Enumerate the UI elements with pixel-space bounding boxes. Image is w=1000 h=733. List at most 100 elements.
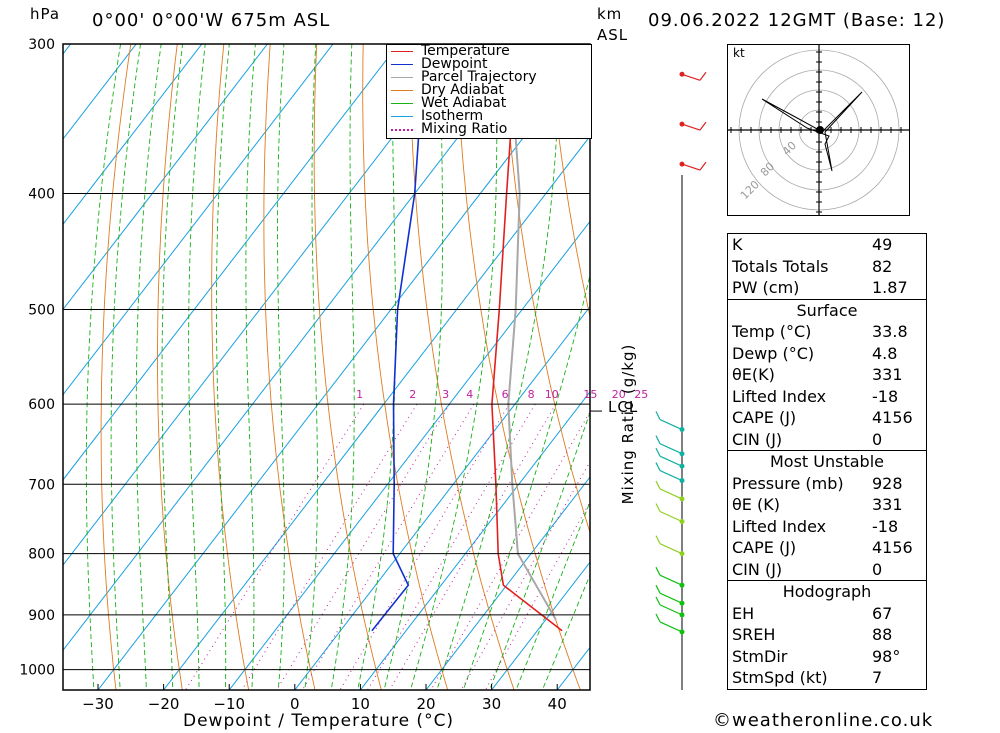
surface-value-1: 4.8	[872, 343, 898, 363]
pressure-tick-label: 800	[28, 547, 55, 563]
pressure-tick-label: 700	[28, 477, 55, 493]
wind-barb-flag	[655, 480, 661, 490]
isotherm-line	[63, 44, 203, 226]
x-tick-label: −30	[82, 695, 114, 713]
dry-adiabat-line	[985, 0, 1000, 700]
wind-barb	[659, 510, 683, 523]
legend-item: Isotherm	[387, 108, 591, 124]
k-index-label: K	[732, 235, 743, 255]
x-axis-label: Dewpoint / Temperature (°C)	[183, 711, 455, 731]
legend-label: Dry Adiabat	[421, 82, 504, 98]
isotherm-line	[490, 561, 590, 690]
mixing-ratio-axis-label: Mixing Ratio (g/kg)	[619, 343, 637, 505]
dry-adiabat-line	[409, 44, 515, 690]
wet-adiabat-line	[489, 411, 590, 690]
wind-barb-flag	[699, 121, 707, 131]
mixing-ratio-label: 3	[442, 388, 449, 401]
isotherm-line	[425, 476, 590, 690]
legend-swatch	[391, 64, 413, 65]
mixing-ratio-label: 20	[612, 388, 626, 401]
legend-label: Isotherm	[421, 108, 484, 124]
temperature-line	[491, 44, 563, 632]
surface-value-2: 331	[872, 365, 903, 385]
most-unstable-label-4: CIN (J)	[732, 559, 783, 579]
most-unstable-value-3: 4156	[872, 538, 913, 558]
surface-label-2: θE(K)	[732, 365, 775, 385]
isotherm-line	[294, 305, 590, 690]
wet-adiabat-line	[188, 44, 206, 690]
wet-adiabat-line	[410, 44, 498, 690]
wind-barb-flag	[655, 535, 661, 544]
pressure-tick-label: 600	[28, 397, 55, 413]
wind-barb-flag	[655, 447, 661, 457]
wind-barb-flag	[655, 411, 661, 420]
x-tick-label: 40	[548, 695, 567, 713]
totals-totals-label: Totals Totals	[732, 256, 829, 276]
wet-adiabat-line	[277, 44, 285, 690]
dry-adiabat-line	[313, 44, 382, 690]
most-unstable-value-0: 928	[872, 473, 903, 493]
hodograph-trace	[761, 91, 863, 172]
wet-adiabat-line	[357, 44, 396, 690]
pw-value: 1.87	[872, 278, 908, 298]
most-unstable-value-2: -18	[872, 516, 899, 536]
surface-section-title: Surface	[727, 298, 927, 321]
indices-table: K 49 Totals Totals 82 PW (cm) 1.87 Surface …	[727, 233, 927, 690]
hodograph-value-1: 88	[872, 625, 893, 645]
isotherm-line	[63, 44, 137, 140]
pressure-tick-label: 400	[28, 186, 55, 202]
mixing-ratio-line	[430, 410, 590, 690]
wet-adiabat-line	[462, 273, 590, 690]
dewpoint-line	[371, 44, 426, 632]
x-tick-label: 10	[351, 695, 370, 713]
mixing-ratio-line	[339, 403, 510, 690]
legend-swatch	[391, 77, 413, 78]
legend-swatch	[391, 116, 413, 117]
legend-swatch	[391, 128, 413, 131]
pw-label: PW (cm)	[732, 278, 800, 298]
mixing-ratio-label: 4	[466, 388, 473, 401]
surface-label-3: Lifted Index	[732, 386, 827, 406]
mixing-ratio-line	[276, 403, 451, 690]
hodograph-section-title: Hodograph	[727, 580, 927, 603]
wind-barb-flag	[655, 462, 661, 471]
hodograph-value-0: 67	[872, 603, 893, 623]
most-unstable-label-2: Lifted Index	[732, 516, 827, 536]
wind-barb	[659, 592, 683, 604]
pressure-tick-label: 900	[28, 608, 55, 624]
most-unstable-label-3: CAPE (J)	[732, 538, 797, 558]
mixing-ratio-label: 8	[528, 388, 535, 401]
legend-item: Temperature	[387, 44, 591, 58]
dry-adiabat-line	[502, 44, 590, 535]
wind-barb-flag	[655, 613, 661, 623]
plot-frame	[62, 43, 591, 691]
dry-adiabat-line	[941, 0, 1000, 700]
surface-value-3: -18	[872, 386, 899, 406]
x-tick-label: −20	[148, 695, 180, 713]
wet-adiabat-line	[161, 44, 184, 690]
isotherm-line	[162, 135, 590, 690]
legend-item: Wet Adiabat	[387, 96, 591, 110]
wet-adiabat-line	[135, 44, 162, 690]
legend-item: Parcel Trajectory	[387, 70, 591, 84]
surface-label-1: Dewp (°C)	[732, 343, 815, 363]
legend-label: Dewpoint	[421, 56, 488, 72]
hodograph-label-3: StmSpd (kt)	[732, 668, 828, 688]
totals-totals-value: 82	[872, 256, 893, 276]
mixing-ratio-label: 1	[356, 388, 363, 401]
legend-swatch	[391, 103, 413, 104]
wind-barb	[659, 443, 683, 455]
location-title: 0°00' 0°00'W 675m ASL	[92, 10, 331, 31]
mixing-ratio-label: 10	[545, 388, 559, 401]
wet-adiabat-line	[436, 44, 561, 690]
dry-adiabat-line	[548, 44, 590, 319]
most-unstable-section-title: Most Unstable	[727, 450, 927, 473]
wet-adiabat-line	[215, 44, 230, 690]
wind-barb	[659, 488, 683, 500]
mixing-ratio-label: 6	[502, 388, 509, 401]
isotherm-line	[63, 44, 269, 311]
wind-barb	[659, 418, 683, 431]
x-tick-label: 20	[416, 695, 435, 713]
wet-adiabat-line	[304, 44, 318, 690]
hodograph-unit: kt	[733, 46, 745, 60]
